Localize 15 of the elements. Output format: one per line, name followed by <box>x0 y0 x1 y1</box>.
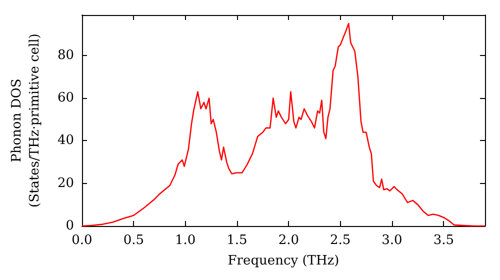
x-tick-label: 1.5 <box>226 233 248 248</box>
y-tick-label: 80 <box>57 48 74 63</box>
y-axis-title: Phonon DOS (States/THz·primitive cell) <box>10 33 42 208</box>
y-tick-label: 40 <box>57 133 74 148</box>
x-axis-title: Frequency (THz) <box>228 253 340 268</box>
x-tick-label: 3.0 <box>382 233 402 248</box>
x-tick-label: 1.0 <box>174 233 196 248</box>
x-tick-label: 2.0 <box>278 233 300 248</box>
x-tick-label: 0.0 <box>72 233 92 248</box>
y-tick-label: 20 <box>57 176 74 191</box>
x-tick-label: 0.5 <box>123 233 144 248</box>
y-tick-label: 0 <box>66 218 74 234</box>
x-tick-label: 2.5 <box>330 233 351 248</box>
x-tick-label: 3.5 <box>433 233 454 248</box>
y-tick-label: 60 <box>57 90 74 106</box>
